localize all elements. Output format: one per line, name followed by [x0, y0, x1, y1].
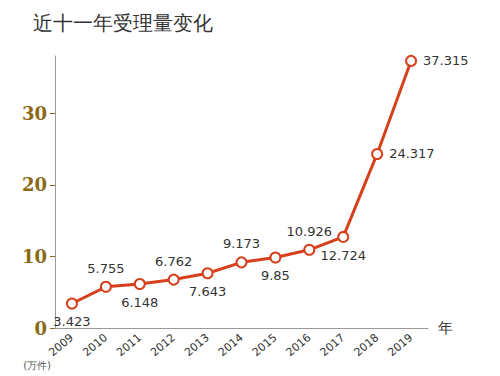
svg-text:37.315: 37.315	[423, 53, 469, 68]
svg-text:12.724: 12.724	[320, 248, 366, 263]
svg-text:2018: 2018	[352, 331, 382, 359]
svg-text:9.173: 9.173	[223, 236, 260, 251]
svg-text:2019: 2019	[385, 331, 415, 359]
svg-text:2013: 2013	[182, 331, 212, 359]
svg-text:20: 20	[22, 174, 47, 195]
svg-text:2011: 2011	[114, 331, 144, 359]
svg-text:7.643: 7.643	[189, 284, 226, 299]
svg-text:2015: 2015	[250, 331, 280, 359]
svg-text:5.755: 5.755	[87, 261, 124, 276]
svg-text:年: 年	[438, 319, 453, 337]
svg-text:2012: 2012	[148, 331, 178, 359]
svg-text:10: 10	[22, 246, 47, 267]
svg-text:2009: 2009	[46, 331, 76, 359]
svg-text:24.317: 24.317	[389, 146, 435, 161]
svg-text:0: 0	[34, 318, 47, 339]
svg-text:3.423: 3.423	[53, 314, 90, 329]
svg-text:近十一年受理量变化: 近十一年受理量变化	[33, 11, 213, 35]
svg-text:2010: 2010	[80, 331, 110, 359]
svg-text:6.148: 6.148	[121, 295, 158, 310]
svg-text:2017: 2017	[318, 331, 348, 359]
svg-text:6.762: 6.762	[155, 254, 192, 269]
svg-text:2014: 2014	[216, 331, 246, 359]
svg-text:30: 30	[22, 103, 47, 124]
svg-text:(万件): (万件)	[23, 360, 51, 371]
svg-text:9.85: 9.85	[261, 268, 290, 283]
svg-text:2016: 2016	[284, 331, 314, 359]
svg-text:10.926: 10.926	[287, 224, 333, 239]
